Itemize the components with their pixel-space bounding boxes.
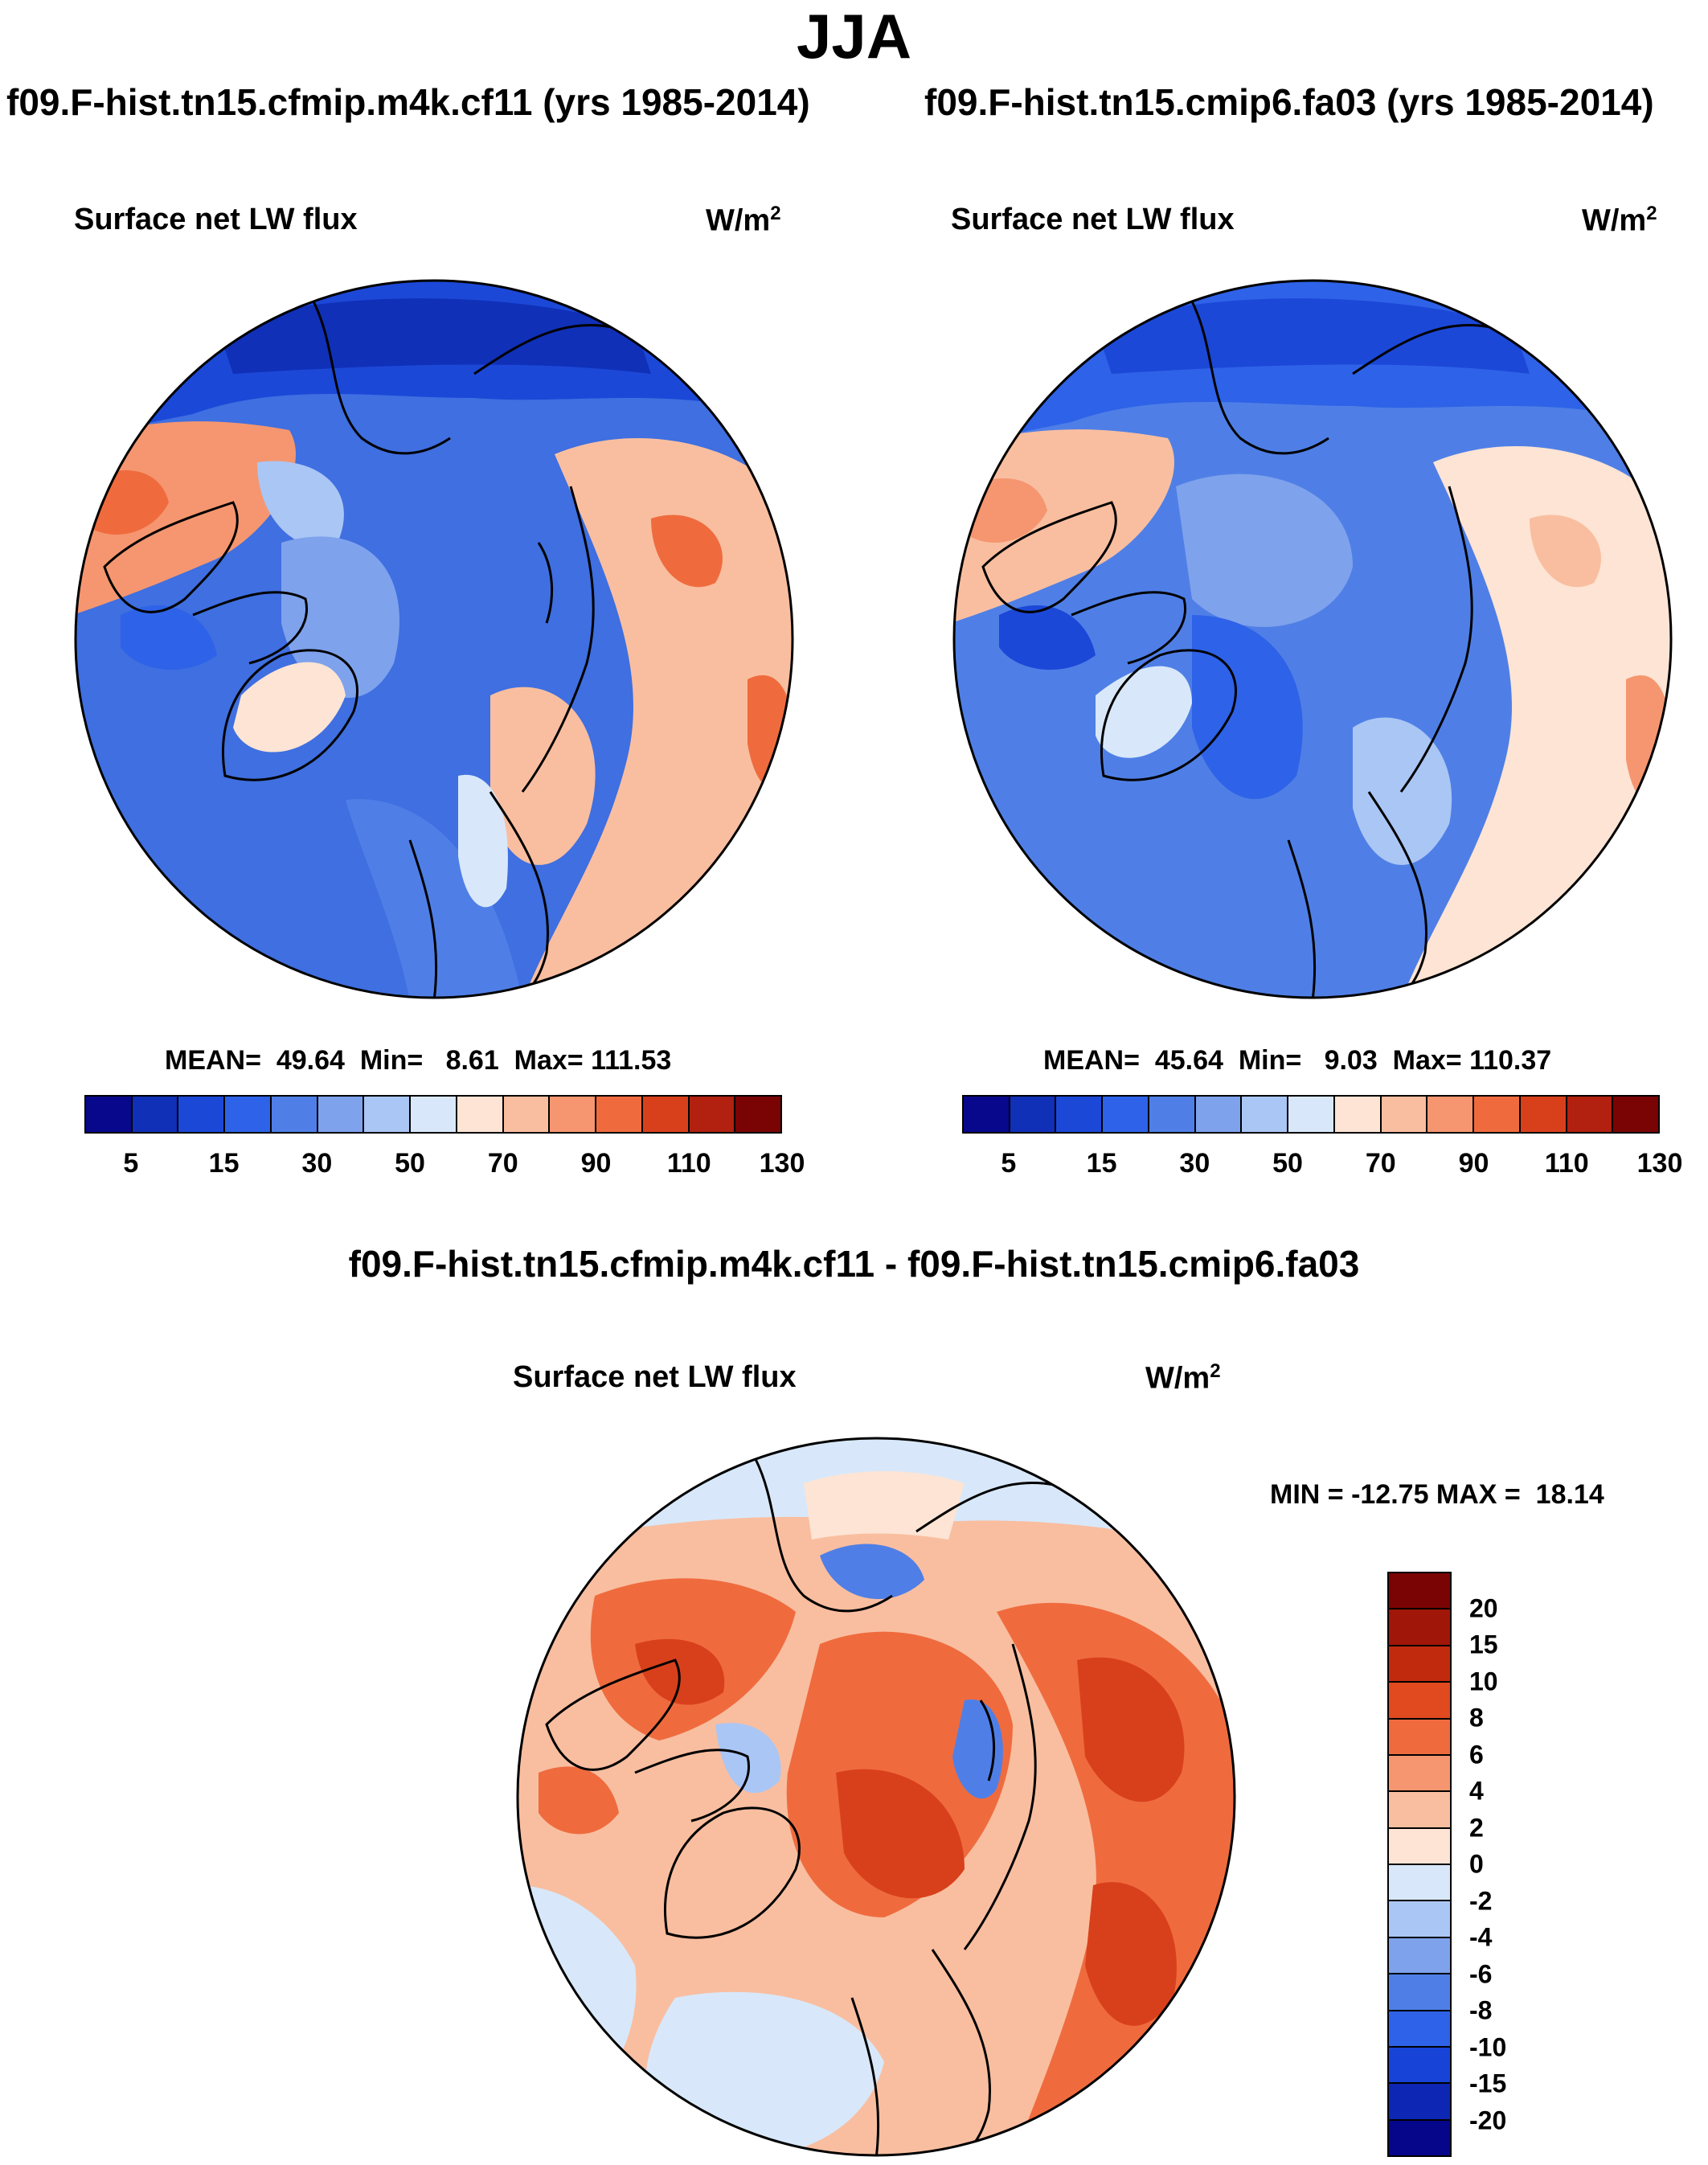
colorbar-swatch [1103, 1097, 1149, 1132]
colorbar-tick-label: 30 [301, 1148, 333, 1179]
colorbar-tick-label: 15 [1469, 1630, 1498, 1659]
panel1-variable-label: Surface net LW flux [74, 203, 358, 236]
colorbar-swatch [457, 1097, 504, 1132]
panel2-variable-label: Surface net LW flux [951, 203, 1235, 236]
colorbar-swatch [1381, 1097, 1428, 1132]
colorbar-swatch [1389, 2084, 1450, 2121]
colorbar-swatch [1389, 1901, 1450, 1938]
diff-variable-label: Surface net LW flux [513, 1360, 797, 1394]
colorbar-swatch [178, 1097, 226, 1132]
colorbar-swatch [550, 1097, 597, 1132]
panel2-polar-map [952, 279, 1673, 999]
colorbar-tick-label: 70 [1365, 1148, 1396, 1179]
panel2-units: W/m2 [1582, 203, 1657, 238]
colorbar-tick-label: -20 [1469, 2106, 1507, 2134]
panel1-polar-map [74, 279, 794, 999]
colorbar-swatch [1389, 1828, 1450, 1865]
colorbar-swatch [1010, 1097, 1057, 1132]
colorbar-tick-label: 110 [666, 1148, 711, 1179]
colorbar-tick-label: 4 [1469, 1776, 1484, 1806]
colorbar-tick-label: -8 [1469, 1995, 1493, 2025]
colorbar-tick-label: 90 [580, 1148, 612, 1179]
colorbar-tick-label: -15 [1469, 2069, 1507, 2098]
colorbar-tick-label: 130 [1636, 1148, 1683, 1179]
colorbar-swatch [964, 1097, 1010, 1132]
colorbar-swatch [1427, 1097, 1475, 1132]
colorbar-swatch [1334, 1097, 1382, 1132]
panel2-colorbar [962, 1095, 1660, 1134]
colorbar-swatch [1056, 1097, 1104, 1132]
colorbar-swatch [1389, 2047, 1450, 2085]
colorbar-tick-label: 8 [1469, 1703, 1484, 1732]
colorbar-swatch [1474, 1097, 1521, 1132]
colorbar-tick-label: 20 [1469, 1593, 1498, 1622]
panel2-stats: MEAN= 45.64 Min= 9.03 Max= 110.37 [1043, 1045, 1552, 1076]
colorbar-swatch [689, 1097, 736, 1132]
colorbar-tick-label: 30 [1179, 1148, 1210, 1179]
colorbar-tick-label: 70 [487, 1148, 518, 1179]
colorbar-tick-label: 15 [1086, 1148, 1117, 1179]
colorbar-swatch [642, 1097, 690, 1132]
colorbar-swatch [1567, 1097, 1614, 1132]
colorbar-tick-label: 110 [1544, 1148, 1589, 1179]
colorbar-swatch [1389, 1792, 1450, 1829]
colorbar-swatch [1195, 1097, 1243, 1132]
colorbar-tick-label: 10 [1469, 1667, 1498, 1696]
panel1-colorbar [84, 1095, 782, 1134]
colorbar-swatch [1288, 1097, 1335, 1132]
colorbar-swatch [1389, 1719, 1450, 1756]
colorbar-swatch [86, 1097, 133, 1132]
colorbar-swatch [132, 1097, 179, 1132]
colorbar-swatch [271, 1097, 318, 1132]
season-title: JJA [796, 1, 912, 72]
colorbar-swatch [1242, 1097, 1289, 1132]
colorbar-swatch [1389, 1683, 1450, 1720]
colorbar-tick-label: 5 [1001, 1148, 1017, 1179]
colorbar-tick-label: -2 [1469, 1886, 1493, 1915]
colorbar-tick-label: -4 [1469, 1922, 1493, 1952]
colorbar-swatch [1389, 1974, 1450, 2011]
colorbar-swatch [364, 1097, 412, 1132]
colorbar-swatch [735, 1097, 781, 1132]
colorbar-tick-label: 50 [395, 1148, 425, 1179]
diff-colorbar [1387, 1572, 1452, 2157]
colorbar-swatch [1389, 2011, 1450, 2048]
colorbar-swatch [596, 1097, 643, 1132]
diff-stats: MIN = -12.75 MAX = 18.14 [1270, 1479, 1604, 1510]
colorbar-tick-label: 5 [123, 1148, 139, 1179]
panel1-case-title: f09.F-hist.tn15.cfmip.m4k.cf11 (yrs 1985… [6, 81, 810, 123]
colorbar-swatch [317, 1097, 365, 1132]
colorbar-swatch [1389, 1937, 1450, 1975]
colorbar-swatch [1389, 1755, 1450, 1793]
colorbar-swatch [1389, 1865, 1450, 1902]
colorbar-tick-label: 15 [208, 1148, 240, 1179]
colorbar-swatch [503, 1097, 551, 1132]
diff-units: W/m2 [1145, 1360, 1221, 1396]
colorbar-tick-label: -6 [1469, 1959, 1493, 1988]
panel1-stats: MEAN= 49.64 Min= 8.61 Max= 111.53 [165, 1045, 672, 1076]
panel2-case-title: f09.F-hist.tn15.cmip6.fa03 (yrs 1985-201… [924, 81, 1654, 123]
colorbar-swatch [225, 1097, 272, 1132]
diff-polar-map [516, 1437, 1236, 2157]
colorbar-swatch [1520, 1097, 1567, 1132]
colorbar-swatch [1389, 1609, 1450, 1646]
colorbar-swatch [411, 1097, 457, 1132]
colorbar-tick-label: -10 [1469, 2032, 1507, 2061]
colorbar-swatch [1389, 2120, 1450, 2155]
colorbar-swatch [1389, 1646, 1450, 1683]
diff-title: f09.F-hist.tn15.cfmip.m4k.cf11 - f09.F-h… [348, 1243, 1360, 1285]
panel1-units: W/m2 [706, 203, 781, 238]
colorbar-swatch [1149, 1097, 1196, 1132]
colorbar-tick-label: 90 [1458, 1148, 1489, 1179]
colorbar-tick-label: 0 [1469, 1849, 1484, 1879]
colorbar-tick-label: 6 [1469, 1740, 1484, 1769]
colorbar-tick-label: 50 [1272, 1148, 1303, 1179]
colorbar-swatch [1613, 1097, 1659, 1132]
colorbar-tick-label: 130 [759, 1148, 805, 1179]
colorbar-swatch [1389, 1573, 1450, 1610]
colorbar-tick-label: 2 [1469, 1813, 1484, 1842]
